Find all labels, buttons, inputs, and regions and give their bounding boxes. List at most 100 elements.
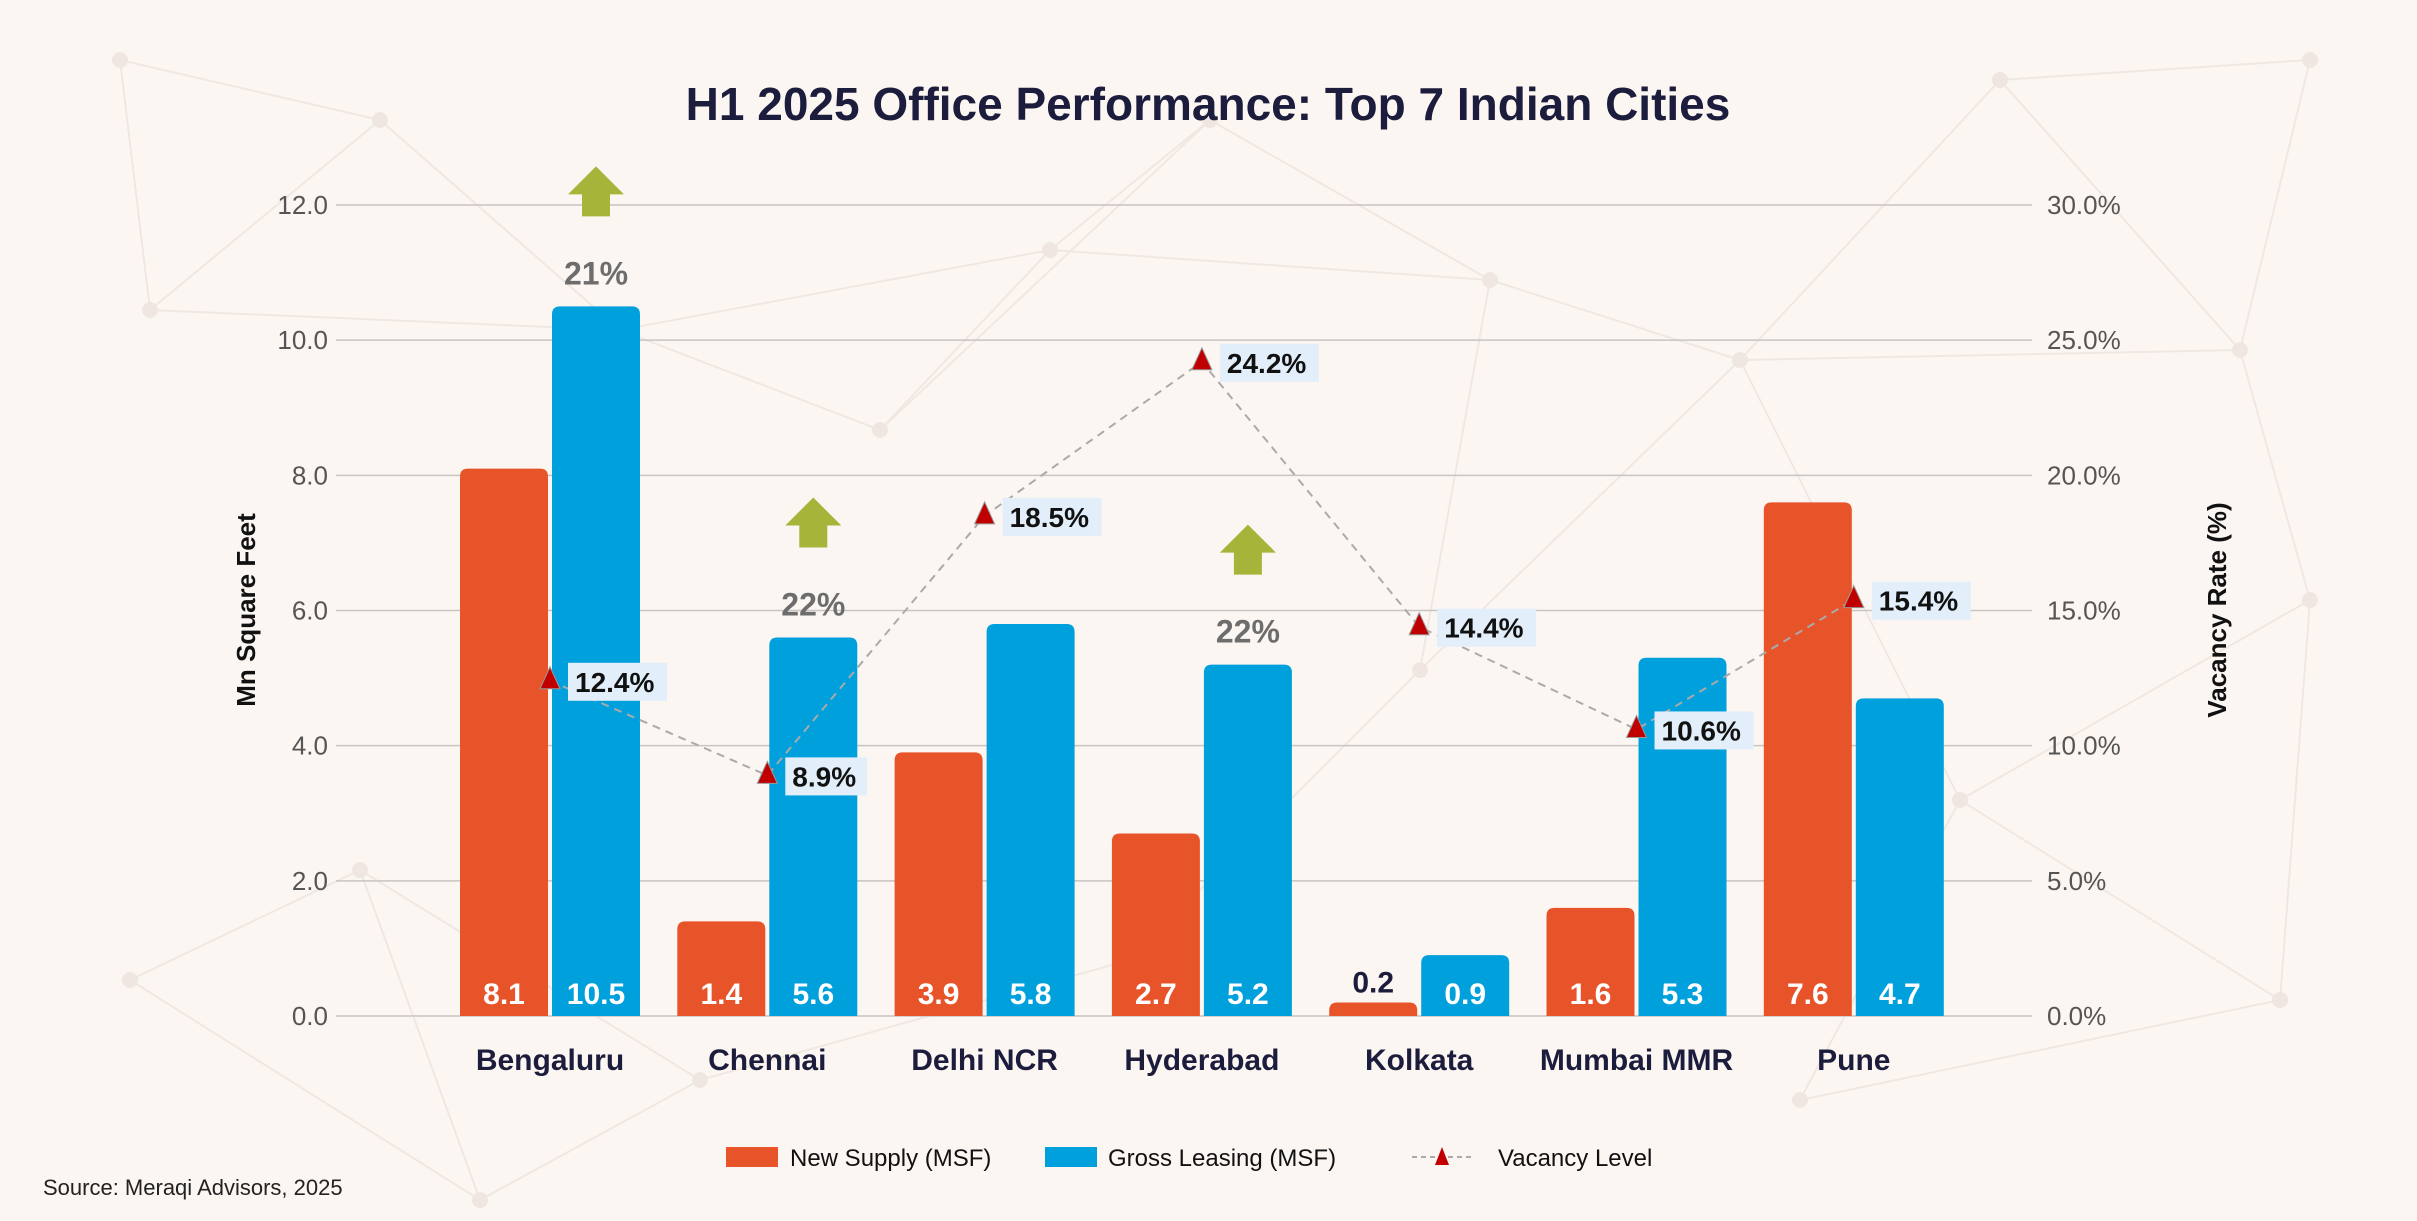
bar-value-label: 7.6 xyxy=(1787,978,1829,1011)
category-label: Chennai xyxy=(708,1044,826,1077)
network-line xyxy=(1209,119,1491,281)
legend-marker-vacancy xyxy=(1435,1147,1449,1165)
legend-swatch-new-supply xyxy=(726,1147,778,1167)
category-label: Pune xyxy=(1817,1044,1890,1077)
network-line xyxy=(619,249,1051,331)
network-line xyxy=(479,1079,701,1201)
new-supply-bar xyxy=(1111,833,1200,1016)
network-node xyxy=(1202,112,1218,128)
y-right-tick-label: 5.0% xyxy=(2047,866,2106,896)
growth-label: 22% xyxy=(1216,614,1280,650)
y-tick-label: 10.0 xyxy=(277,325,328,355)
new-supply-bar xyxy=(460,468,548,1016)
vacancy-label-box xyxy=(785,757,868,796)
y-tick-label: 12.0 xyxy=(277,190,328,220)
network-line xyxy=(379,119,621,331)
vacancy-label: 12.4% xyxy=(575,667,654,698)
bar-value-label: 3.9 xyxy=(918,978,960,1011)
vacancy-label: 24.2% xyxy=(1227,348,1306,379)
network-node xyxy=(472,1192,488,1208)
legend-label: Gross Leasing (MSF) xyxy=(1108,1145,1336,1172)
y-right-tick-label: 0.0% xyxy=(2047,1001,2106,1031)
legend-label: New Supply (MSF) xyxy=(790,1145,991,1172)
bar-value-label: 0.9 xyxy=(1444,978,1486,1011)
network-node xyxy=(1792,1092,1808,1108)
bar-value-label: 5.3 xyxy=(1662,978,1704,1011)
category-label: Bengaluru xyxy=(476,1044,624,1077)
vacancy-marker xyxy=(1408,611,1430,636)
chart-title: H1 2025 Office Performance: Top 7 Indian… xyxy=(686,78,1731,130)
arrow-up-icon xyxy=(568,166,624,217)
bar-value-label: 1.6 xyxy=(1570,978,1612,1011)
network-line xyxy=(2239,349,2311,601)
vacancy-marker xyxy=(973,500,996,525)
network-line xyxy=(1999,79,2241,351)
network-line xyxy=(359,869,481,1201)
network-node xyxy=(352,862,368,878)
y-axis-title: Mn Square Feet xyxy=(231,513,261,707)
y-tick-label: 2.0 xyxy=(292,866,328,896)
bar-value-label: 5.8 xyxy=(1010,978,1052,1011)
network-line xyxy=(1739,349,2241,361)
network-node xyxy=(1732,352,1748,368)
category-label: Mumbai MMR xyxy=(1540,1044,1734,1077)
network-line xyxy=(119,59,381,121)
network-node xyxy=(372,112,388,128)
legend: New Supply (MSF) Gross Leasing (MSF) Vacan… xyxy=(726,1145,1652,1172)
vacancy-marker xyxy=(756,760,779,784)
vacancy-marker xyxy=(1191,346,1213,371)
network-line xyxy=(2279,599,2311,1001)
arrow-up-icon xyxy=(1219,524,1276,575)
network-line xyxy=(1999,59,2311,81)
y-tick-label: 4.0 xyxy=(292,731,328,761)
network-node xyxy=(142,302,158,318)
new-supply-bar xyxy=(1763,502,1852,1016)
bar-value-label: 1.4 xyxy=(700,978,742,1011)
y-right-tick-label: 10.0% xyxy=(2047,731,2121,761)
network-line xyxy=(119,59,151,311)
y-right-tick-label: 30.0% xyxy=(2047,190,2121,220)
network-line xyxy=(2239,59,2311,351)
y-right-tick-label: 25.0% xyxy=(2047,325,2121,355)
network-node xyxy=(1412,662,1428,678)
bar-value-label: 4.7 xyxy=(1879,978,1921,1011)
network-node xyxy=(872,422,888,438)
gross-leasing-bar xyxy=(769,637,858,1016)
network-node xyxy=(692,1072,708,1088)
right-axis-ticks: 0.0% 5.0% 10.0% 15.0% 20.0% 25.0% 30.0% xyxy=(2047,190,2121,1031)
network-line xyxy=(619,329,881,431)
bar-value-label: 2.7 xyxy=(1135,978,1177,1011)
network-line xyxy=(129,979,481,1201)
network-node xyxy=(2302,52,2318,68)
vacancy-label: 15.4% xyxy=(1879,586,1958,617)
vacancy-label-box xyxy=(1871,581,1971,620)
category-label: Delhi NCR xyxy=(911,1044,1058,1077)
gross-leasing-bar xyxy=(1855,698,1944,1016)
new-supply-bar xyxy=(1329,1002,1418,1016)
legend-label: Vacancy Level xyxy=(1498,1145,1652,1172)
network-line xyxy=(1959,599,2311,801)
bar-value-label: 0.2 xyxy=(1352,966,1394,999)
bar-value-label: 5.2 xyxy=(1227,978,1269,1011)
vacancy-marker xyxy=(1843,584,1865,609)
vacancy-label: 18.5% xyxy=(1010,502,1089,533)
network-node xyxy=(2232,342,2248,358)
network-line xyxy=(1739,79,2001,361)
network-line xyxy=(1799,999,2281,1101)
vacancy-label-box xyxy=(1002,497,1102,536)
vacancy-label: 10.6% xyxy=(1662,715,1741,746)
network-line xyxy=(879,119,1211,431)
network-line xyxy=(149,309,621,331)
network-line xyxy=(1049,249,1491,281)
gross-leasing-bar xyxy=(552,306,640,1016)
network-node xyxy=(112,52,128,68)
gross-leasing-bar xyxy=(986,624,1075,1016)
y-tick-label: 0.0 xyxy=(292,1001,328,1031)
vacancy-line: 12.4% 8.9% 18.5% 24.2% 14.4% 10.6% 15.4% xyxy=(539,343,1971,796)
category-label: Hyderabad xyxy=(1124,1044,1279,1077)
network-node xyxy=(1952,792,1968,808)
category-labels: Bengaluru Chennai Delhi NCR Hyderabad Kolkat… xyxy=(476,1044,1891,1077)
legend-swatch-gross-leasing xyxy=(1045,1147,1097,1167)
y-right-tick-label: 15.0% xyxy=(2047,596,2121,626)
